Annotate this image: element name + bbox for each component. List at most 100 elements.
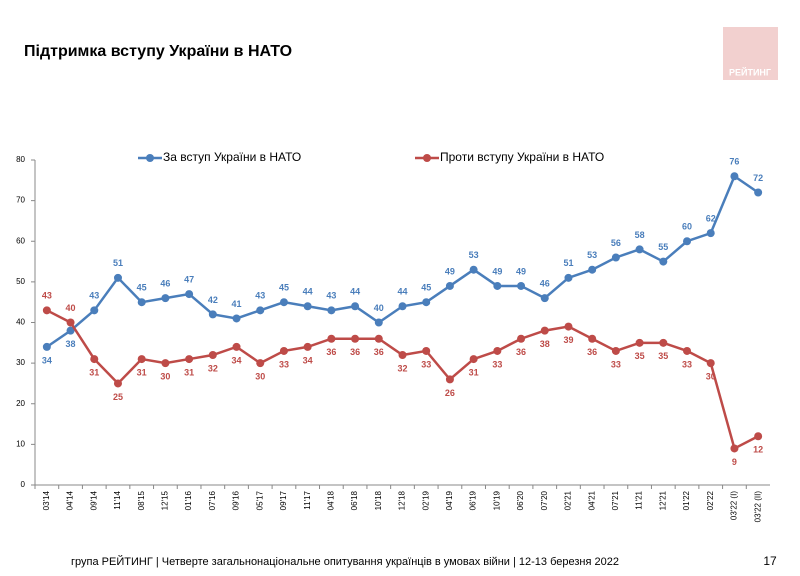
point — [327, 306, 336, 315]
y-tick-label: 80 — [16, 155, 25, 164]
x-tick-label: 07'20 — [540, 490, 549, 510]
x-tick-label: 12'15 — [161, 490, 170, 510]
data-label: 44 — [303, 287, 313, 297]
point — [90, 355, 99, 364]
point — [279, 346, 288, 355]
point — [137, 355, 146, 364]
data-label: 43 — [255, 291, 265, 301]
point — [66, 318, 75, 327]
point — [611, 346, 620, 355]
point — [517, 334, 526, 343]
data-label: 43 — [89, 291, 99, 301]
data-label: 36 — [374, 347, 384, 357]
point — [42, 306, 51, 315]
data-label: 49 — [492, 266, 502, 276]
point — [706, 359, 715, 368]
data-label: 42 — [208, 295, 218, 305]
point — [659, 338, 668, 347]
x-tick-label: 03'22 (II) — [753, 491, 762, 523]
x-tick-label: 02'21 — [564, 490, 573, 510]
point — [422, 298, 431, 307]
data-label: 30 — [255, 372, 265, 382]
x-tick-label: 05'17 — [255, 490, 264, 510]
point — [161, 359, 170, 368]
point — [469, 265, 478, 274]
point — [137, 298, 146, 307]
data-label: 33 — [492, 359, 502, 369]
point — [683, 346, 692, 355]
data-label: 51 — [563, 258, 573, 268]
x-tick-label: 06'19 — [469, 490, 478, 510]
x-tick-label: 08'15 — [137, 490, 146, 510]
point — [469, 355, 478, 364]
point — [493, 346, 502, 355]
y-tick-label: 60 — [16, 236, 25, 245]
data-label: 44 — [350, 287, 360, 297]
point — [730, 172, 739, 181]
y-tick-label: 10 — [16, 439, 25, 448]
data-label: 25 — [113, 392, 123, 402]
point — [659, 257, 668, 266]
point — [232, 314, 241, 323]
point — [540, 294, 549, 303]
data-label: 46 — [160, 279, 170, 289]
x-tick-label: 02'22 — [706, 490, 715, 510]
x-tick-label: 09'14 — [89, 490, 98, 510]
y-tick-label: 50 — [16, 277, 25, 286]
point — [683, 237, 692, 246]
x-tick-label: 04'19 — [445, 490, 454, 510]
data-label: 36 — [350, 347, 360, 357]
point — [635, 245, 644, 254]
data-label: 38 — [66, 339, 76, 349]
point — [327, 334, 336, 343]
data-label: 33 — [279, 359, 289, 369]
data-label: 44 — [397, 287, 407, 297]
point — [66, 326, 75, 335]
point — [635, 338, 644, 347]
point — [422, 346, 431, 355]
data-label: 9 — [732, 457, 737, 467]
x-tick-label: 06'20 — [516, 490, 525, 510]
data-label: 31 — [137, 367, 147, 377]
point — [256, 306, 265, 315]
x-tick-label: 11'17 — [303, 490, 312, 509]
data-label: 33 — [421, 359, 431, 369]
point — [398, 302, 407, 311]
x-tick-label: 03'22 (I) — [730, 491, 739, 520]
plot: 0 10 20 30 40 50 60 70 80 03'14 04'14 09'14 11'14 08'… — [16, 150, 770, 522]
legend-marker — [423, 154, 431, 162]
data-label: 51 — [113, 258, 123, 268]
point — [445, 281, 454, 290]
series-line — [46, 309, 759, 451]
x-tick-label: 04'21 — [587, 490, 596, 510]
y-tick-label: 40 — [16, 318, 25, 327]
point — [564, 322, 573, 331]
data-label: 53 — [469, 250, 479, 260]
data-label: 49 — [445, 266, 455, 276]
y-tick-label: 30 — [16, 358, 25, 367]
point — [374, 334, 383, 343]
data-label: 72 — [753, 173, 763, 183]
point — [113, 379, 122, 388]
x-tick-label: 02'19 — [421, 490, 430, 510]
data-label: 40 — [66, 303, 76, 313]
data-label: 35 — [635, 351, 645, 361]
x-tick-label: 09'17 — [279, 490, 288, 510]
data-label: 58 — [635, 230, 645, 240]
data-label: 31 — [89, 367, 99, 377]
data-label: 53 — [587, 250, 597, 260]
data-label: 55 — [658, 242, 668, 252]
x-tick-label: 11'21 — [635, 490, 644, 509]
point — [517, 281, 526, 290]
data-label: 34 — [232, 355, 242, 365]
data-label: 32 — [397, 363, 407, 373]
point — [303, 342, 312, 351]
data-label: 34 — [303, 355, 313, 365]
point — [564, 273, 573, 282]
point — [351, 302, 360, 311]
data-label: 43 — [42, 291, 52, 301]
point — [185, 290, 194, 299]
data-label: 43 — [326, 291, 336, 301]
y-tick-label: 20 — [16, 399, 25, 408]
data-label: 40 — [374, 303, 384, 313]
